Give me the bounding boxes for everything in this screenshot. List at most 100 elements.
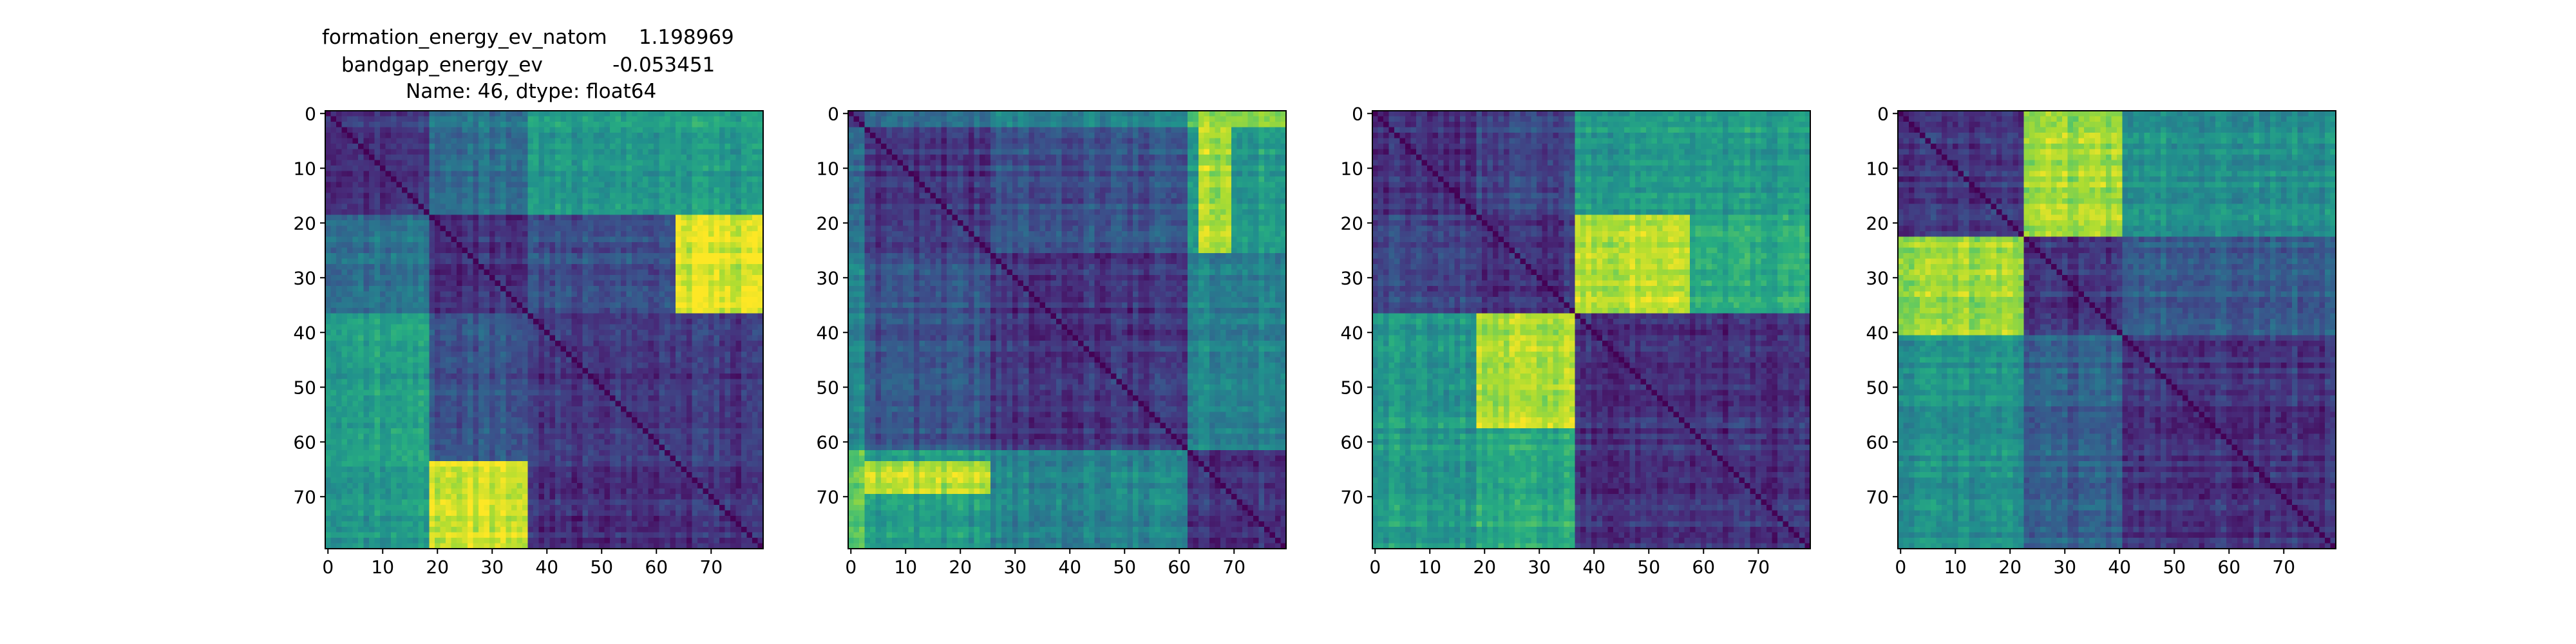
heatmap-cell bbox=[627, 417, 632, 423]
heatmap-cell bbox=[714, 209, 720, 215]
heatmap-cell bbox=[468, 319, 473, 325]
heatmap-cell bbox=[473, 259, 479, 265]
heatmap-cell bbox=[572, 363, 578, 368]
heatmap-cell bbox=[380, 111, 386, 117]
heatmap-cell bbox=[495, 122, 501, 128]
heatmap-cell bbox=[627, 352, 632, 357]
heatmap-cell bbox=[627, 198, 632, 204]
heatmap-cell bbox=[511, 155, 517, 160]
heatmap-cell bbox=[358, 133, 364, 138]
heatmap-cell bbox=[511, 357, 517, 363]
heatmap-cell bbox=[440, 275, 446, 281]
heatmap-cell bbox=[397, 122, 402, 128]
heatmap-cell bbox=[703, 308, 709, 314]
heatmap-cell bbox=[654, 248, 659, 254]
title-line-1: formation_energy_ev_natom 1.198969 bbox=[322, 26, 734, 49]
heatmap-cell bbox=[747, 445, 753, 451]
heatmap-cell bbox=[380, 390, 386, 396]
heatmap-cell bbox=[550, 308, 556, 314]
heatmap-cell bbox=[610, 390, 616, 396]
heatmap-cell bbox=[594, 363, 600, 368]
heatmap-cell bbox=[638, 242, 643, 248]
heatmap-cell bbox=[725, 401, 731, 407]
heatmap-cell bbox=[533, 171, 539, 177]
heatmap-cell bbox=[391, 248, 397, 254]
heatmap-cell bbox=[495, 423, 501, 429]
heatmap-cell bbox=[408, 187, 413, 193]
heatmap-cell bbox=[457, 264, 462, 270]
heatmap-cell bbox=[325, 417, 331, 423]
heatmap-cell bbox=[473, 133, 479, 138]
heatmap-cell bbox=[331, 117, 337, 122]
heatmap-cell bbox=[627, 303, 632, 308]
heatmap-cell bbox=[369, 117, 375, 122]
heatmap-cell bbox=[665, 237, 670, 243]
heatmap-cell bbox=[550, 281, 556, 287]
heatmap-cell bbox=[649, 417, 654, 423]
heatmap-cell bbox=[654, 144, 659, 149]
heatmap-cell bbox=[747, 336, 753, 341]
heatmap-cell bbox=[687, 286, 692, 292]
heatmap-cell bbox=[594, 357, 600, 363]
heatmap-cell bbox=[358, 308, 364, 314]
heatmap-cell bbox=[588, 171, 594, 177]
heatmap-cell bbox=[610, 374, 616, 379]
heatmap-cell bbox=[325, 406, 331, 412]
heatmap-cell bbox=[353, 412, 359, 418]
heatmap-cell bbox=[654, 297, 659, 303]
heatmap-cell bbox=[462, 352, 468, 357]
heatmap-cell bbox=[555, 182, 561, 188]
heatmap-cell bbox=[386, 253, 392, 259]
heatmap-cell bbox=[594, 297, 600, 303]
heatmap-cell bbox=[511, 166, 517, 171]
heatmap-cell bbox=[599, 275, 605, 281]
heatmap-cell bbox=[435, 428, 440, 434]
heatmap-cell bbox=[500, 401, 506, 407]
heatmap-cell bbox=[550, 417, 556, 423]
heatmap-cell bbox=[478, 155, 484, 160]
heatmap-cell bbox=[457, 204, 462, 210]
heatmap-cell bbox=[375, 346, 381, 352]
heatmap-cell bbox=[703, 434, 709, 440]
heatmap-cell bbox=[391, 401, 397, 407]
heatmap-cell bbox=[687, 138, 692, 144]
heatmap-cell bbox=[643, 138, 649, 144]
heatmap-cell bbox=[533, 204, 539, 210]
heatmap-cell bbox=[528, 187, 534, 193]
heatmap-cell bbox=[692, 242, 698, 248]
heatmap-cell bbox=[386, 423, 392, 429]
heatmap-cell bbox=[473, 292, 479, 298]
heatmap-cell bbox=[347, 187, 353, 193]
heatmap-cell bbox=[638, 187, 643, 193]
heatmap-cell bbox=[440, 133, 446, 138]
heatmap-cell bbox=[430, 341, 435, 346]
heatmap-cell bbox=[719, 401, 725, 407]
heatmap-cell bbox=[572, 242, 578, 248]
heatmap-cell bbox=[610, 237, 616, 243]
heatmap-cell bbox=[511, 215, 517, 221]
heatmap-cell bbox=[725, 182, 731, 188]
heatmap-cell bbox=[528, 292, 534, 298]
heatmap-cell bbox=[708, 330, 714, 336]
heatmap-cell bbox=[692, 423, 698, 429]
heatmap-cell bbox=[676, 352, 681, 357]
heatmap-cell bbox=[670, 144, 676, 149]
heatmap-cell bbox=[331, 171, 337, 177]
heatmap-cell bbox=[588, 117, 594, 122]
heatmap-cell bbox=[719, 368, 725, 374]
heatmap-cell bbox=[484, 395, 490, 401]
heatmap-cell bbox=[364, 292, 370, 298]
heatmap-cell bbox=[533, 133, 539, 138]
heatmap-cell bbox=[528, 390, 534, 396]
heatmap-cell bbox=[659, 231, 665, 237]
heatmap-cell bbox=[451, 330, 457, 336]
heatmap-cell bbox=[517, 314, 523, 319]
heatmap-cell bbox=[397, 412, 402, 418]
heatmap-cell bbox=[654, 314, 659, 319]
heatmap-cell bbox=[506, 231, 512, 237]
heatmap-cell bbox=[533, 237, 539, 243]
heatmap-cell bbox=[730, 187, 736, 193]
heatmap-cell bbox=[468, 226, 473, 232]
heatmap-cell bbox=[741, 428, 747, 434]
heatmap-cell bbox=[577, 363, 583, 368]
